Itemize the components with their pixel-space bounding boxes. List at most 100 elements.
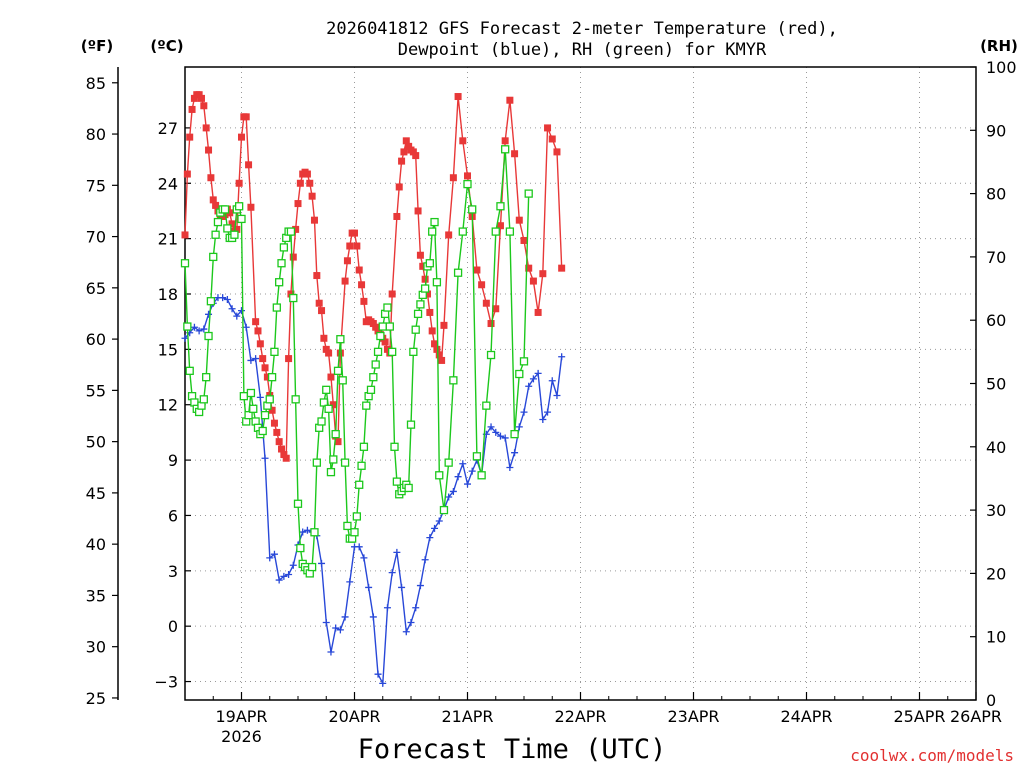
temperature-point xyxy=(238,133,245,141)
rh-point xyxy=(383,303,392,312)
temperature-point xyxy=(313,272,321,280)
time-tick-label: 20APR xyxy=(328,707,380,726)
dewpoint-point xyxy=(393,548,401,556)
temperature-point xyxy=(412,152,420,160)
temperature-point xyxy=(322,345,330,353)
temperature-point xyxy=(205,146,213,154)
temperature-point xyxy=(282,454,290,462)
rh-point xyxy=(202,373,211,382)
fahrenheit-tick-label: 55 xyxy=(86,381,106,400)
temperature-point xyxy=(341,277,349,285)
rh-point xyxy=(289,293,298,303)
time-tick-label: 23APR xyxy=(667,707,719,726)
rh-point xyxy=(409,347,418,357)
fahrenheit-tick-label: 45 xyxy=(86,484,106,503)
rh-point xyxy=(230,230,239,239)
dewpoint-point xyxy=(529,375,537,383)
rh-point xyxy=(385,322,394,331)
time-tick-label: 24APR xyxy=(780,707,832,726)
temperature-point xyxy=(482,299,490,307)
temperature-point xyxy=(473,266,481,274)
dewpoint-point xyxy=(228,305,236,313)
rh-point xyxy=(319,398,329,407)
dewpoint-point xyxy=(285,571,293,579)
temperature-point xyxy=(346,242,354,250)
dewpoint-point xyxy=(190,323,198,331)
temperature-point xyxy=(296,179,304,187)
temperature-point xyxy=(212,201,220,209)
temperature-point xyxy=(202,124,210,132)
chart-title-line2: Dewpoint (blue), RH (green) for KMYR xyxy=(398,40,767,60)
rh-point xyxy=(435,471,444,480)
dewpoint-point xyxy=(303,526,311,534)
dewpoint-point xyxy=(261,454,269,462)
rh-tick-label: 80 xyxy=(986,185,1006,204)
dewpoint-point xyxy=(412,604,420,612)
rh-point xyxy=(267,373,277,382)
rh-point xyxy=(468,205,477,214)
dewpoint-point xyxy=(205,310,213,318)
rh-point xyxy=(477,471,486,480)
temperature-point xyxy=(419,262,427,270)
rh-point xyxy=(376,331,385,341)
rh-point xyxy=(390,442,399,451)
dewpoint-point xyxy=(454,473,462,481)
temperature-point xyxy=(553,148,561,156)
temperature-point xyxy=(247,203,255,211)
rh-tick-label: 10 xyxy=(986,628,1006,647)
rh-point xyxy=(183,322,192,331)
dewpoint-point xyxy=(534,369,542,377)
celsius-unit-label: (ºC) xyxy=(150,37,183,55)
temperature-point xyxy=(275,438,283,446)
rh-tick-label: 50 xyxy=(986,375,1006,394)
dewpoint-point xyxy=(252,355,260,363)
temperature-point xyxy=(273,428,281,436)
rh-tick-label: 70 xyxy=(986,248,1006,267)
rh-point xyxy=(352,512,362,521)
temperature-point xyxy=(285,355,293,363)
temperature-point xyxy=(355,266,363,274)
fahrenheit-tick-label: 35 xyxy=(86,586,106,605)
rh-point xyxy=(206,297,216,306)
dewpoint-series xyxy=(181,294,566,687)
rh-point xyxy=(439,505,449,515)
temperature-point xyxy=(544,124,552,132)
celsius-tick-label: 27 xyxy=(158,119,178,138)
rh-point xyxy=(453,268,463,277)
rh-point xyxy=(510,429,519,439)
temperature-point xyxy=(195,91,203,99)
temperature-point xyxy=(252,318,260,326)
dewpoint-point xyxy=(520,408,528,416)
temperature-point xyxy=(353,242,361,250)
celsius-tick-label: 21 xyxy=(158,230,178,249)
fahrenheit-axis: 25 30 35 40 45 50 55 60 65 70 75 80 85 xyxy=(86,74,118,708)
temperature-point xyxy=(308,192,316,200)
temperature-point xyxy=(402,137,410,145)
celsius-tick-label: 15 xyxy=(158,340,178,359)
rh-point xyxy=(239,392,249,401)
rh-point xyxy=(329,455,338,464)
fahrenheit-tick-label: 40 xyxy=(86,535,106,554)
time-tick-label: 26APR xyxy=(950,707,1002,726)
temperature-point xyxy=(433,345,441,353)
rh-tick-label: 100 xyxy=(986,58,1017,77)
rh-point xyxy=(357,461,366,470)
rh-point xyxy=(420,284,430,293)
temperature-point xyxy=(409,148,417,156)
dewpoint-point xyxy=(496,432,504,440)
rh-point xyxy=(275,278,284,287)
rh-point xyxy=(279,243,289,252)
dewpoint-point xyxy=(544,408,552,416)
dewpoint-line xyxy=(184,297,563,686)
rh-tick-label: 0 xyxy=(986,691,996,710)
dewpoint-point xyxy=(369,613,377,621)
rh-point xyxy=(209,252,218,262)
temperature-point xyxy=(358,281,366,289)
rh-point xyxy=(324,404,333,413)
temperature-point xyxy=(325,349,333,357)
dewpoint-point xyxy=(195,327,203,335)
dewpoint-point xyxy=(388,569,396,577)
dewpoint-point xyxy=(266,554,274,562)
temperature-point xyxy=(351,229,358,237)
